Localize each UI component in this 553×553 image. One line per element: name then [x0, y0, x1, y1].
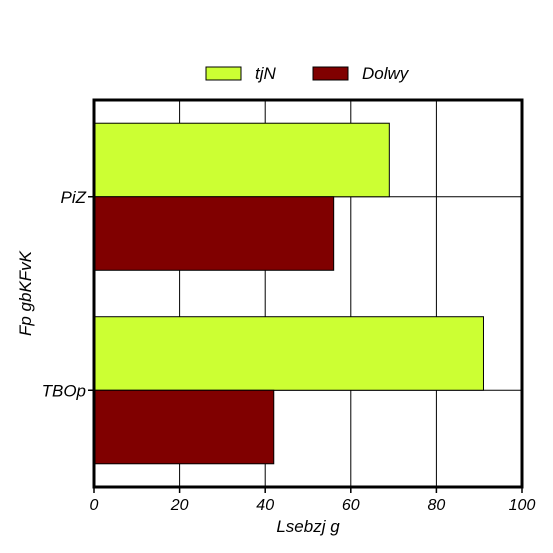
y-axis-ticks: PiZ TBOp: [42, 188, 94, 401]
x-axis-label: Lsebzj g: [276, 517, 340, 536]
bars: [94, 123, 483, 464]
bar-tjN-PiZ: [94, 123, 389, 197]
bar-Dolwy-PiZ: [94, 197, 334, 271]
y-tick-label: PiZ: [61, 188, 87, 207]
legend-label-Dolwy: Dolwy: [362, 64, 410, 83]
x-tick-label: 80: [428, 497, 446, 514]
legend-label-tjN: tjN: [255, 64, 277, 83]
bar-Dolwy-TBOp: [94, 390, 274, 464]
y-tick-label: TBOp: [42, 381, 86, 400]
x-tick-label: 40: [256, 497, 274, 514]
x-tick-label: 100: [509, 497, 536, 514]
y-axis-label: Fp gbKFvK: [16, 250, 35, 336]
x-tick-label: 60: [342, 497, 360, 514]
x-tick-label: 0: [90, 497, 99, 514]
legend-swatch-Dolwy: [313, 67, 348, 80]
legend: tjN Dolwy: [206, 64, 410, 83]
legend-swatch-tjN: [206, 67, 241, 80]
bar-tjN-TBOp: [94, 317, 483, 391]
x-tick-label: 20: [170, 497, 189, 514]
x-axis-ticks: 0 20 40 60 80 100: [90, 487, 536, 514]
